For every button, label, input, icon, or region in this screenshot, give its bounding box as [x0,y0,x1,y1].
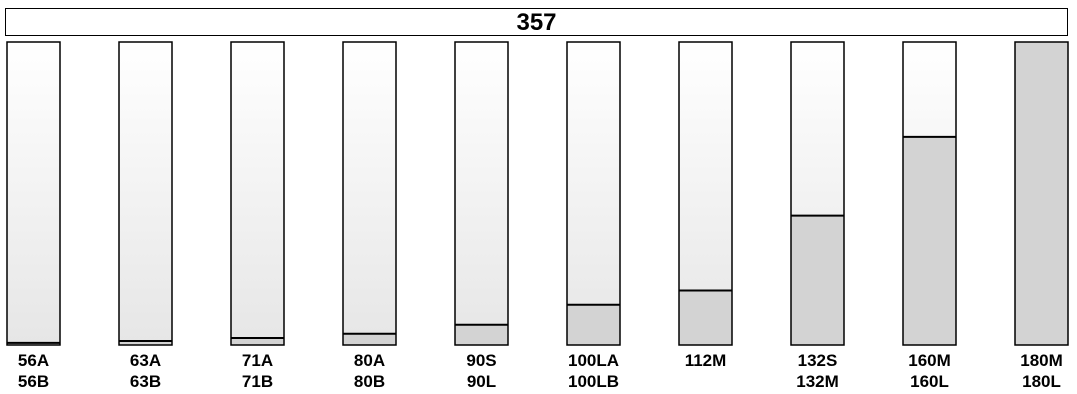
category-label-bottom: 132M [796,372,839,391]
category-label-bottom: 90L [467,372,496,391]
bar-fill [119,341,172,345]
bar-outline [1014,41,1069,346]
category-label-bottom: 71B [242,372,273,391]
bar-fill [1015,42,1068,345]
category-labels-group: 56A 56B 63A 63B 71A 71B 80A 80B 90S 90L 100LA 100LB… [18,351,1063,391]
bar-outline [454,41,509,346]
category-label-top: 160M [908,351,951,370]
category-label-top: 132S [798,351,838,370]
bar-track [231,42,284,345]
bar-track [567,42,620,345]
bar-fill [903,136,956,345]
bar-outline [118,41,173,346]
bar-fill [7,342,60,345]
bar-track [343,42,396,345]
category-label-top: 56A [18,351,49,370]
bar-outline [790,41,845,346]
chart-title: 357 [5,8,1068,36]
category-label-bottom: 180L [1022,372,1061,391]
category-label-bottom: 63B [130,372,161,391]
category-label-top: 90S [466,351,496,370]
bar-track [7,42,60,345]
bar-outline [230,41,285,346]
bar-fill [567,304,620,345]
bar-outline [342,41,397,346]
category-label-top: 180M [1020,351,1063,370]
bar-outline [902,41,957,346]
bar-fill [343,333,396,345]
bar-outline [678,41,733,346]
category-label-bottom: 160L [910,372,949,391]
bar-track [455,42,508,345]
category-label-top: 112M [685,351,727,370]
bar-track [119,42,172,345]
bar-fill [231,338,284,345]
bars-group [6,41,1069,346]
bar-fill [679,290,732,345]
bar-fill [455,324,508,345]
bar-fill [791,215,844,345]
category-label-bottom: 80B [354,372,385,391]
category-label-bottom: 100LB [568,372,619,391]
category-label-top: 71A [242,351,273,370]
category-label-bottom: 56B [18,372,49,391]
category-label-top: 80A [354,351,385,370]
category-label-top: 100LA [568,351,619,370]
category-label-top: 63A [130,351,161,370]
bar-outline [566,41,621,346]
bar-outline [6,41,61,346]
